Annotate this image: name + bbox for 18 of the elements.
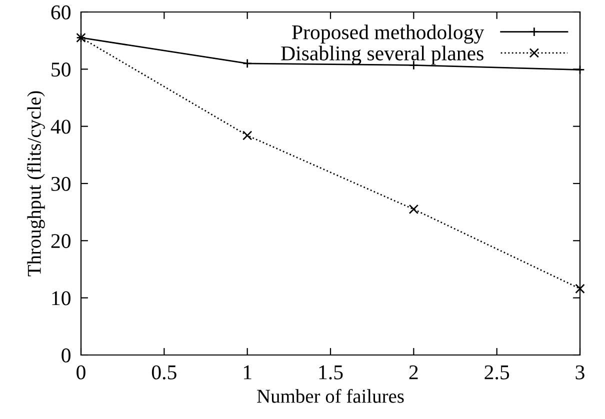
y-tick-label: 60 — [51, 5, 70, 20]
y-tick-label: 0 — [62, 348, 70, 362]
y-tick-label: 30 — [51, 176, 70, 191]
y-axis-title: Throughput (flits/cycle) — [27, 91, 45, 276]
x-axis-title: Number of failures — [257, 388, 404, 403]
x-tick-label: 3 — [576, 365, 584, 380]
y-tick-label: 10 — [52, 291, 70, 306]
x-tick-label: 2.5 — [484, 365, 510, 380]
y-tick-label: 50 — [52, 62, 70, 77]
x-tick-label: 1.5 — [319, 365, 343, 380]
x-tick-label: 0.5 — [152, 365, 176, 380]
x-tick-label: 2 — [409, 365, 418, 380]
x-tick-label: 0 — [76, 365, 86, 380]
legend-label: Disabling several planes — [281, 46, 484, 65]
legend-label: Proposed methodology — [292, 24, 484, 44]
x-tick-label: 1 — [244, 365, 252, 380]
y-tick-label: 20 — [51, 234, 70, 248]
y-tick-label: 40 — [50, 120, 70, 134]
